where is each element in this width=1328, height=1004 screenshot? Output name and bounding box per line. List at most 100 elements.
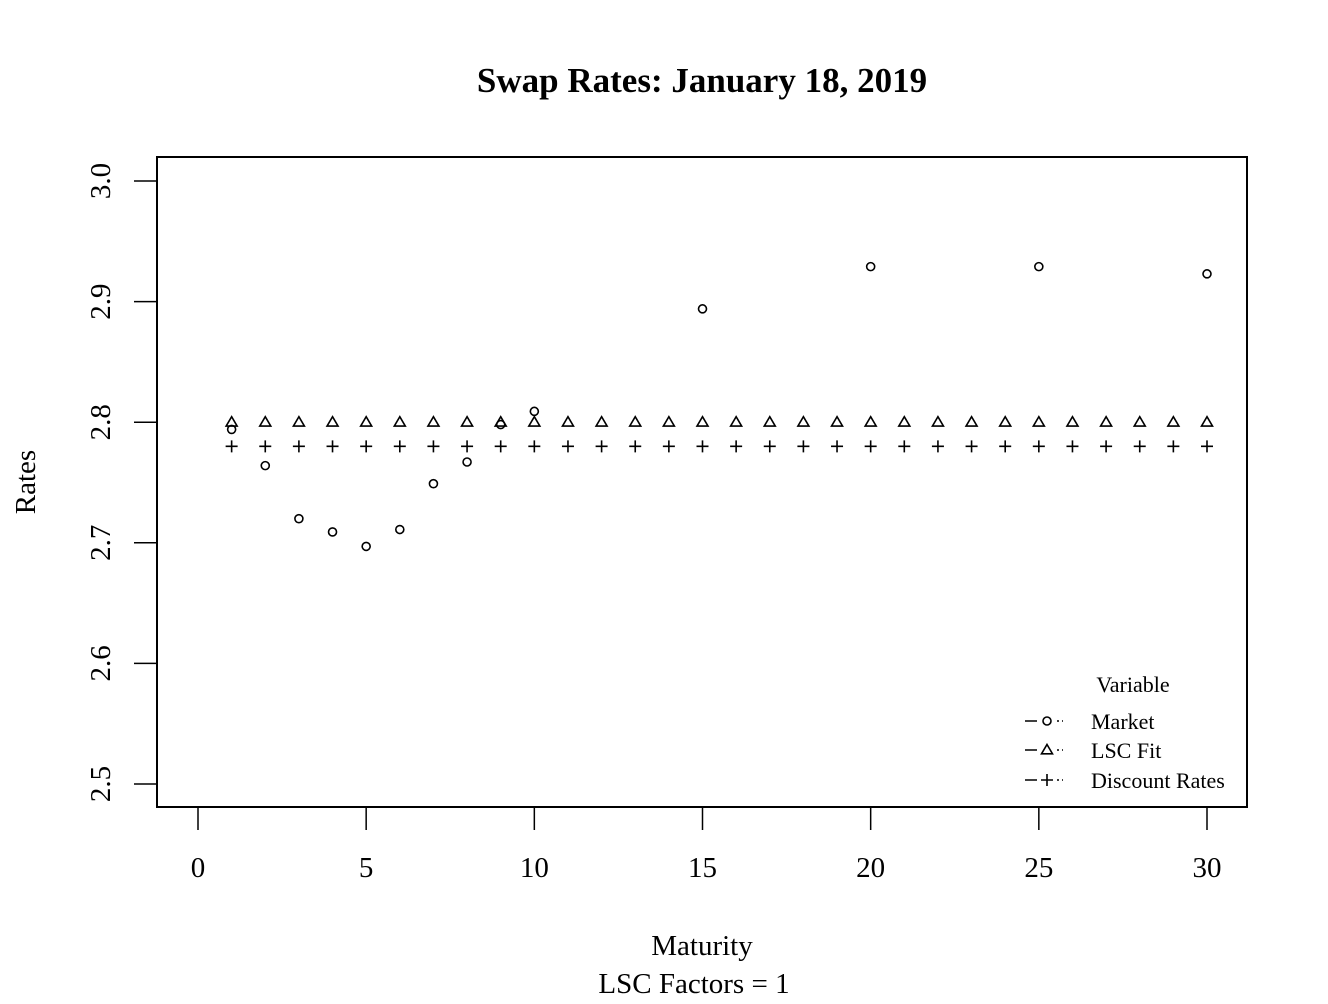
plus-point	[797, 440, 810, 453]
legend-label: LSC Fit	[1091, 738, 1161, 763]
plot-frame	[156, 156, 1248, 808]
plus-point	[1201, 440, 1213, 453]
x-tick-label: 5	[359, 852, 374, 884]
triangle-point	[1031, 415, 1046, 427]
plus-point	[528, 440, 541, 453]
series-discount-rates	[225, 440, 1213, 453]
triangle-point	[594, 415, 609, 427]
circle-point	[865, 261, 876, 272]
y-axis-label: Rates	[10, 450, 42, 514]
plus-point	[595, 440, 608, 453]
y-tick-label: 2.8	[85, 404, 117, 440]
triangle-point	[392, 415, 407, 427]
circle-point	[462, 457, 472, 467]
x-tick-label: 10	[520, 852, 549, 884]
triangle-point	[258, 415, 273, 427]
triangle-point	[1065, 415, 1080, 427]
plus-point	[1032, 440, 1045, 453]
triangle-point	[460, 415, 474, 427]
plus-point	[898, 440, 911, 453]
triangle-point	[695, 415, 710, 427]
plus-point	[494, 440, 507, 453]
legend: Variable Market LSC Fit Discount Rates	[1025, 672, 1225, 793]
circle-point	[361, 541, 371, 552]
plus-point	[225, 440, 238, 453]
circle-point	[1202, 269, 1212, 279]
y-tick-label: 2.9	[85, 283, 117, 319]
x-axis: 0 5 10 15 20 25 30	[191, 806, 1222, 884]
legend-item: Discount Rates	[1025, 768, 1225, 793]
triangle-point	[292, 415, 306, 427]
triangle-point	[224, 415, 239, 427]
triangle-point	[661, 415, 676, 427]
x-tick-label: 0	[191, 852, 206, 884]
plus-point	[696, 440, 709, 453]
plus-point	[461, 440, 474, 453]
legend-title: Variable	[1096, 672, 1169, 697]
plus-point	[864, 440, 877, 453]
triangle-point	[527, 415, 542, 427]
triangle-point	[1099, 415, 1113, 427]
triangle-point	[830, 415, 844, 427]
legend-marker	[1040, 742, 1054, 755]
legend-item: Market	[1025, 709, 1155, 734]
series-market	[226, 261, 1212, 552]
circle-point	[327, 527, 338, 537]
plus-point	[1066, 440, 1079, 453]
triangle-point	[897, 415, 912, 427]
circle-point	[697, 304, 708, 314]
plus-point	[259, 440, 272, 453]
plus-point	[662, 440, 675, 453]
circle-point	[1034, 261, 1044, 272]
legend-label: Discount Rates	[1091, 768, 1225, 793]
triangle-point	[493, 415, 508, 427]
plus-point	[629, 440, 642, 453]
legend-item: LSC Fit	[1025, 738, 1161, 763]
plus-point	[730, 440, 743, 453]
x-axis-sublabel: LSC Factors = 1	[598, 968, 789, 1000]
triangle-point	[426, 415, 441, 427]
triangle-point	[1200, 415, 1214, 427]
triangle-point	[998, 415, 1013, 427]
chart-title: Swap Rates: January 18, 2019	[477, 61, 927, 100]
data-points	[224, 261, 1214, 552]
x-tick-label: 25	[1024, 852, 1053, 884]
y-tick-label: 2.7	[85, 525, 117, 561]
plus-point	[326, 440, 339, 453]
triangle-point	[931, 415, 945, 427]
triangle-point	[762, 415, 777, 427]
plus-point	[763, 440, 776, 453]
y-tick-label: 2.5	[85, 766, 117, 802]
triangle-point	[1166, 415, 1181, 427]
legend-marker	[1042, 716, 1052, 726]
plus-point	[999, 440, 1012, 453]
triangle-point	[1132, 415, 1147, 427]
plus-point	[427, 440, 440, 453]
circle-point	[294, 513, 304, 524]
legend-label: Market	[1091, 709, 1155, 734]
triangle-point	[729, 415, 744, 427]
series-lsc-fit	[224, 415, 1214, 427]
plus-point	[393, 440, 406, 453]
plus-point	[1167, 440, 1180, 453]
circle-point	[260, 460, 271, 471]
circle-point	[428, 478, 439, 489]
legend-marker	[1041, 774, 1053, 786]
x-tick-label: 30	[1193, 852, 1222, 884]
triangle-point	[796, 415, 811, 427]
triangle-point	[359, 415, 374, 427]
circle-point	[394, 524, 405, 535]
y-tick-label: 3.0	[85, 163, 117, 199]
x-axis-label: Maturity	[651, 930, 753, 962]
triangle-point	[964, 415, 979, 427]
plus-point	[931, 440, 944, 453]
triangle-point	[561, 415, 575, 427]
plus-point	[561, 440, 574, 453]
triangle-point	[863, 415, 878, 427]
y-tick-label: 2.6	[85, 645, 117, 681]
y-axis: 2.5 2.6 2.7 2.8 2.9 3.0	[85, 163, 158, 802]
plus-point	[1100, 440, 1113, 453]
triangle-point	[628, 415, 643, 427]
circle-point	[529, 406, 540, 417]
plus-point	[965, 440, 978, 453]
